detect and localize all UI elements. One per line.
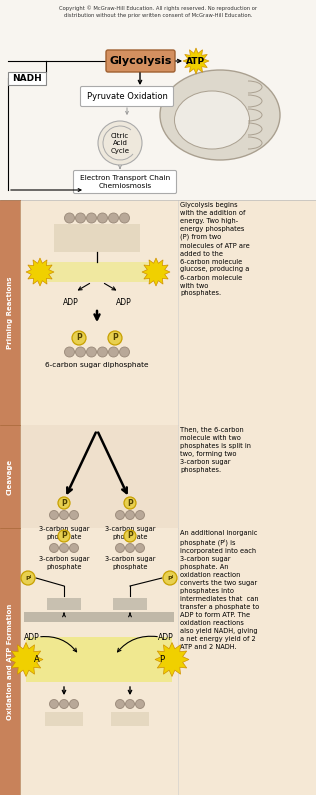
Circle shape — [50, 510, 58, 519]
Text: P: P — [112, 333, 118, 343]
Circle shape — [119, 347, 130, 357]
Text: Cleavage: Cleavage — [7, 459, 13, 494]
FancyBboxPatch shape — [81, 87, 173, 107]
Circle shape — [124, 497, 136, 509]
Text: ADP: ADP — [158, 633, 174, 642]
Text: Glycolysis: Glycolysis — [109, 56, 172, 66]
FancyBboxPatch shape — [8, 72, 46, 85]
Polygon shape — [183, 48, 209, 74]
Circle shape — [108, 331, 122, 345]
Text: Citric
Acid
Cycle: Citric Acid Cycle — [111, 133, 130, 153]
Circle shape — [125, 700, 135, 708]
Circle shape — [58, 530, 70, 542]
Bar — [0, 528, 20, 795]
Circle shape — [70, 510, 78, 519]
Circle shape — [119, 213, 130, 223]
Circle shape — [87, 347, 96, 357]
Circle shape — [116, 544, 125, 553]
FancyBboxPatch shape — [74, 170, 177, 193]
Ellipse shape — [174, 91, 250, 149]
Text: ADP: ADP — [63, 298, 79, 307]
Circle shape — [58, 497, 70, 509]
Text: Glycolysis begins
with the addition of
energy. Two high-
energy phosphates
(P) f: Glycolysis begins with the addition of e… — [180, 202, 250, 297]
Text: ADP: ADP — [116, 298, 132, 307]
Text: P: P — [127, 532, 133, 541]
Bar — [0, 425, 20, 528]
Bar — [111, 712, 149, 726]
Circle shape — [163, 571, 177, 585]
Circle shape — [136, 544, 144, 553]
Text: Then, the 6-carbon
molecule with two
phosphates is split in
two, forming two
3-c: Then, the 6-carbon molecule with two pho… — [180, 427, 251, 473]
Text: P: P — [61, 498, 67, 507]
Text: A: A — [34, 655, 40, 664]
Circle shape — [98, 213, 107, 223]
Text: P: P — [61, 532, 67, 541]
Circle shape — [59, 510, 69, 519]
Circle shape — [59, 700, 69, 708]
Bar — [20, 200, 178, 425]
Circle shape — [116, 510, 125, 519]
Circle shape — [125, 510, 135, 519]
Text: 3-carbon sugar
phosphate: 3-carbon sugar phosphate — [105, 526, 155, 540]
Circle shape — [70, 700, 78, 708]
Circle shape — [70, 544, 78, 553]
Text: Electron Transport Chain
Chemiosmosis: Electron Transport Chain Chemiosmosis — [80, 175, 170, 188]
Circle shape — [76, 347, 86, 357]
Circle shape — [50, 700, 58, 708]
Circle shape — [125, 544, 135, 553]
Text: NADH: NADH — [12, 74, 42, 83]
Circle shape — [64, 213, 75, 223]
Circle shape — [64, 347, 75, 357]
Circle shape — [116, 700, 125, 708]
Circle shape — [87, 213, 96, 223]
Text: Oxidation and ATP Formation: Oxidation and ATP Formation — [7, 603, 13, 719]
Bar — [113, 598, 147, 610]
Text: ADP: ADP — [24, 633, 40, 642]
Polygon shape — [9, 642, 43, 677]
Text: Pyruvate Oxidation: Pyruvate Oxidation — [87, 92, 167, 101]
Text: Copyright © McGraw-Hill Education. All rights reserved. No reproduction or
distr: Copyright © McGraw-Hill Education. All r… — [59, 5, 257, 17]
Circle shape — [72, 331, 86, 345]
Bar — [54, 224, 140, 252]
Bar — [40, 262, 156, 282]
Text: 3-carbon sugar
phosphate: 3-carbon sugar phosphate — [105, 556, 155, 569]
Circle shape — [136, 510, 144, 519]
Text: P: P — [76, 333, 82, 343]
FancyBboxPatch shape — [106, 50, 175, 72]
Polygon shape — [26, 258, 54, 286]
Circle shape — [50, 544, 58, 553]
Circle shape — [76, 213, 86, 223]
Text: 6-carbon sugar diphosphate: 6-carbon sugar diphosphate — [45, 362, 149, 368]
Bar — [47, 598, 81, 610]
Text: 3-carbon sugar
phosphate: 3-carbon sugar phosphate — [39, 556, 89, 569]
Text: Pᴵ: Pᴵ — [25, 576, 31, 580]
Circle shape — [21, 571, 35, 585]
Ellipse shape — [160, 70, 280, 160]
Bar — [45, 712, 83, 726]
Text: Pᴵ: Pᴵ — [167, 576, 173, 580]
Polygon shape — [142, 258, 170, 286]
Polygon shape — [155, 642, 189, 677]
Text: P: P — [127, 498, 133, 507]
Circle shape — [108, 213, 118, 223]
Circle shape — [124, 530, 136, 542]
Text: Priming Reactions: Priming Reactions — [7, 276, 13, 349]
Bar — [20, 528, 178, 795]
Text: An additional inorganic
phosphate (Pᴵ) is
incorporated into each
3-carbon sugar
: An additional inorganic phosphate (Pᴵ) i… — [180, 530, 259, 650]
Bar — [0, 200, 20, 425]
Text: ATP: ATP — [186, 56, 206, 65]
Bar — [24, 612, 174, 622]
Text: P: P — [159, 655, 164, 664]
Text: 3-carbon sugar
phosphate: 3-carbon sugar phosphate — [39, 526, 89, 540]
Circle shape — [136, 700, 144, 708]
Bar — [20, 425, 178, 528]
Circle shape — [98, 347, 107, 357]
Circle shape — [108, 347, 118, 357]
Circle shape — [98, 121, 142, 165]
Circle shape — [59, 544, 69, 553]
Bar — [0, 0, 316, 200]
Bar — [26, 637, 172, 682]
